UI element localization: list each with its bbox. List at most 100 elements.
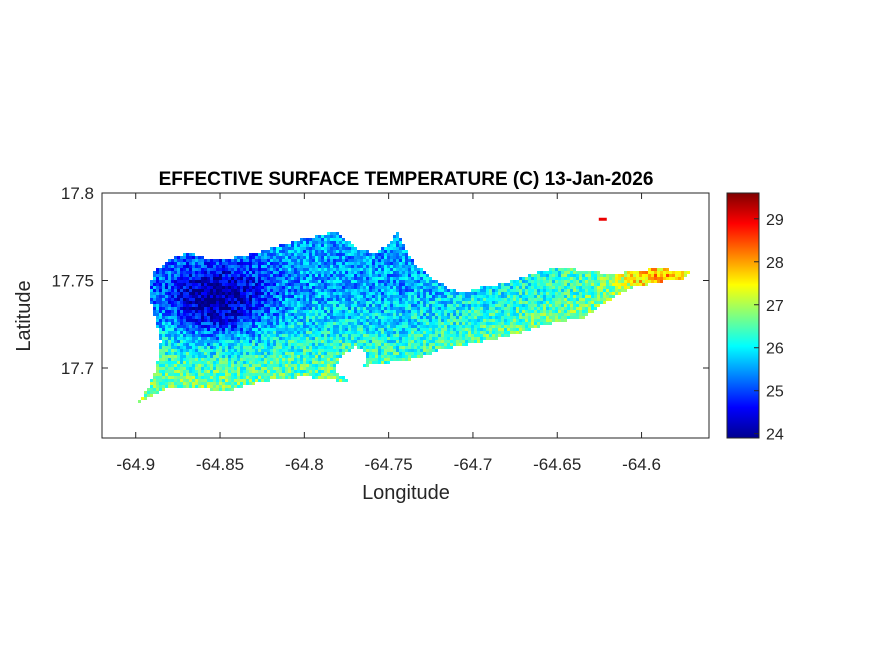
temperature-cell xyxy=(354,316,357,319)
temperature-cell xyxy=(489,295,492,298)
temperature-cell xyxy=(573,316,576,319)
temperature-cell xyxy=(210,340,213,343)
temperature-cell xyxy=(291,256,294,259)
temperature-cell xyxy=(333,289,336,292)
temperature-cell xyxy=(345,280,348,283)
temperature-cell xyxy=(429,319,432,322)
temperature-cell xyxy=(426,331,429,334)
temperature-cell xyxy=(678,277,681,280)
temperature-cell xyxy=(576,274,579,277)
temperature-cell xyxy=(363,265,366,268)
temperature-cell xyxy=(480,304,483,307)
temperature-cell xyxy=(228,259,231,262)
temperature-cell xyxy=(336,376,339,379)
temperature-cell xyxy=(306,310,309,313)
temperature-cell xyxy=(372,292,375,295)
temperature-cell xyxy=(213,337,216,340)
temperature-cell xyxy=(330,247,333,250)
temperature-cell xyxy=(174,295,177,298)
temperature-cell xyxy=(450,328,453,331)
temperature-cell xyxy=(393,322,396,325)
temperature-cell xyxy=(222,352,225,355)
temperature-cell xyxy=(192,346,195,349)
temperature-cell xyxy=(555,310,558,313)
temperature-cell xyxy=(363,283,366,286)
temperature-cell xyxy=(216,382,219,385)
temperature-cell xyxy=(180,304,183,307)
temperature-cell xyxy=(240,259,243,262)
temperature-cell xyxy=(303,271,306,274)
temperature-cell xyxy=(672,277,675,280)
temperature-cell xyxy=(534,325,537,328)
temperature-cell xyxy=(234,355,237,358)
temperature-cell xyxy=(336,298,339,301)
temperature-cell xyxy=(288,301,291,304)
temperature-cell xyxy=(300,340,303,343)
temperature-cell xyxy=(465,292,468,295)
temperature-cell xyxy=(585,295,588,298)
temperature-cell xyxy=(420,334,423,337)
temperature-cell xyxy=(171,313,174,316)
temperature-cell xyxy=(423,349,426,352)
temperature-cell xyxy=(609,289,612,292)
temperature-cell xyxy=(282,304,285,307)
temperature-cell xyxy=(480,340,483,343)
temperature-cell xyxy=(282,328,285,331)
temperature-cell xyxy=(306,337,309,340)
temperature-cell xyxy=(210,301,213,304)
temperature-cell xyxy=(309,310,312,313)
temperature-cell xyxy=(303,277,306,280)
temperature-cell xyxy=(354,271,357,274)
temperature-cell xyxy=(426,280,429,283)
temperature-cell xyxy=(306,322,309,325)
temperature-cell xyxy=(249,313,252,316)
temperature-cell xyxy=(480,328,483,331)
temperature-cell xyxy=(417,283,420,286)
temperature-cell xyxy=(252,256,255,259)
temperature-cell xyxy=(366,358,369,361)
temperature-cell xyxy=(417,277,420,280)
temperature-field xyxy=(138,217,690,403)
temperature-cell xyxy=(156,301,159,304)
temperature-cell xyxy=(402,352,405,355)
temperature-cell xyxy=(384,274,387,277)
temperature-cell xyxy=(360,340,363,343)
temperature-cell xyxy=(210,376,213,379)
temperature-cell xyxy=(195,334,198,337)
temperature-cell xyxy=(588,301,591,304)
temperature-cell xyxy=(657,274,660,277)
temperature-cell xyxy=(339,289,342,292)
temperature-cell xyxy=(549,304,552,307)
temperature-cell xyxy=(183,265,186,268)
temperature-cell xyxy=(366,343,369,346)
temperature-cell xyxy=(183,322,186,325)
temperature-cell xyxy=(495,334,498,337)
temperature-cell xyxy=(186,355,189,358)
temperature-cell xyxy=(210,268,213,271)
temperature-cell xyxy=(240,256,243,259)
temperature-cell xyxy=(162,274,165,277)
temperature-cell xyxy=(606,292,609,295)
temperature-cell xyxy=(288,289,291,292)
temperature-cell xyxy=(369,271,372,274)
temperature-cell xyxy=(336,292,339,295)
temperature-cell xyxy=(357,313,360,316)
temperature-cell xyxy=(186,358,189,361)
temperature-cell xyxy=(210,370,213,373)
temperature-cell xyxy=(528,277,531,280)
temperature-cell xyxy=(351,280,354,283)
temperature-cell xyxy=(201,364,204,367)
temperature-cell xyxy=(411,262,414,265)
temperature-cell xyxy=(273,268,276,271)
temperature-cell xyxy=(597,283,600,286)
temperature-cell xyxy=(285,319,288,322)
temperature-cell xyxy=(264,295,267,298)
temperature-cell xyxy=(366,331,369,334)
temperature-cell xyxy=(393,334,396,337)
temperature-cell xyxy=(288,364,291,367)
temperature-cell xyxy=(201,343,204,346)
temperature-cell xyxy=(564,271,567,274)
temperature-cell xyxy=(300,280,303,283)
temperature-cell xyxy=(183,301,186,304)
temperature-cell xyxy=(270,328,273,331)
